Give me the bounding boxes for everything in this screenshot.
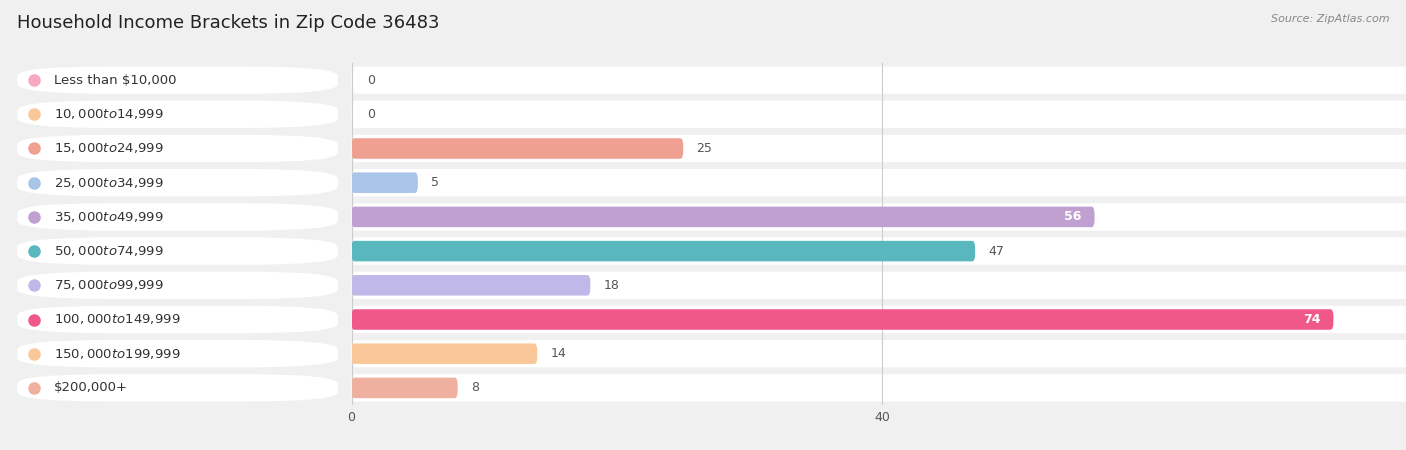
FancyBboxPatch shape (17, 169, 337, 196)
FancyBboxPatch shape (17, 306, 337, 333)
Text: 56: 56 (1064, 211, 1081, 223)
FancyBboxPatch shape (352, 343, 537, 364)
Text: Household Income Brackets in Zip Code 36483: Household Income Brackets in Zip Code 36… (17, 14, 439, 32)
FancyBboxPatch shape (352, 306, 1406, 333)
Text: $10,000 to $14,999: $10,000 to $14,999 (53, 107, 163, 122)
FancyBboxPatch shape (352, 374, 1406, 401)
Text: 14: 14 (551, 347, 567, 360)
FancyBboxPatch shape (17, 203, 337, 230)
FancyBboxPatch shape (352, 378, 458, 398)
Text: Source: ZipAtlas.com: Source: ZipAtlas.com (1271, 14, 1389, 23)
Text: $25,000 to $34,999: $25,000 to $34,999 (53, 176, 163, 190)
Text: 18: 18 (603, 279, 620, 292)
Text: $75,000 to $99,999: $75,000 to $99,999 (53, 278, 163, 293)
FancyBboxPatch shape (17, 238, 337, 265)
FancyBboxPatch shape (17, 101, 337, 128)
FancyBboxPatch shape (17, 374, 337, 401)
Text: Less than $10,000: Less than $10,000 (53, 74, 176, 86)
FancyBboxPatch shape (352, 135, 1406, 162)
FancyBboxPatch shape (352, 241, 976, 261)
Text: 47: 47 (988, 245, 1004, 257)
Text: 0: 0 (367, 74, 375, 86)
FancyBboxPatch shape (17, 340, 337, 367)
FancyBboxPatch shape (352, 207, 1094, 227)
Text: $50,000 to $74,999: $50,000 to $74,999 (53, 244, 163, 258)
FancyBboxPatch shape (352, 101, 1406, 128)
FancyBboxPatch shape (352, 172, 418, 193)
Text: 25: 25 (696, 142, 713, 155)
FancyBboxPatch shape (17, 272, 337, 299)
FancyBboxPatch shape (352, 272, 1406, 299)
Text: 0: 0 (367, 108, 375, 121)
Text: $35,000 to $49,999: $35,000 to $49,999 (53, 210, 163, 224)
Text: 5: 5 (432, 176, 439, 189)
FancyBboxPatch shape (17, 135, 337, 162)
Text: 74: 74 (1302, 313, 1320, 326)
Text: 8: 8 (471, 382, 479, 394)
Text: $150,000 to $199,999: $150,000 to $199,999 (53, 346, 180, 361)
FancyBboxPatch shape (352, 340, 1406, 367)
FancyBboxPatch shape (17, 67, 337, 94)
Text: $15,000 to $24,999: $15,000 to $24,999 (53, 141, 163, 156)
FancyBboxPatch shape (352, 238, 1406, 265)
FancyBboxPatch shape (352, 309, 1333, 330)
FancyBboxPatch shape (352, 138, 683, 159)
FancyBboxPatch shape (352, 203, 1406, 230)
Text: $100,000 to $149,999: $100,000 to $149,999 (53, 312, 180, 327)
Text: $200,000+: $200,000+ (53, 382, 128, 394)
FancyBboxPatch shape (352, 169, 1406, 196)
FancyBboxPatch shape (352, 275, 591, 296)
FancyBboxPatch shape (352, 67, 1406, 94)
